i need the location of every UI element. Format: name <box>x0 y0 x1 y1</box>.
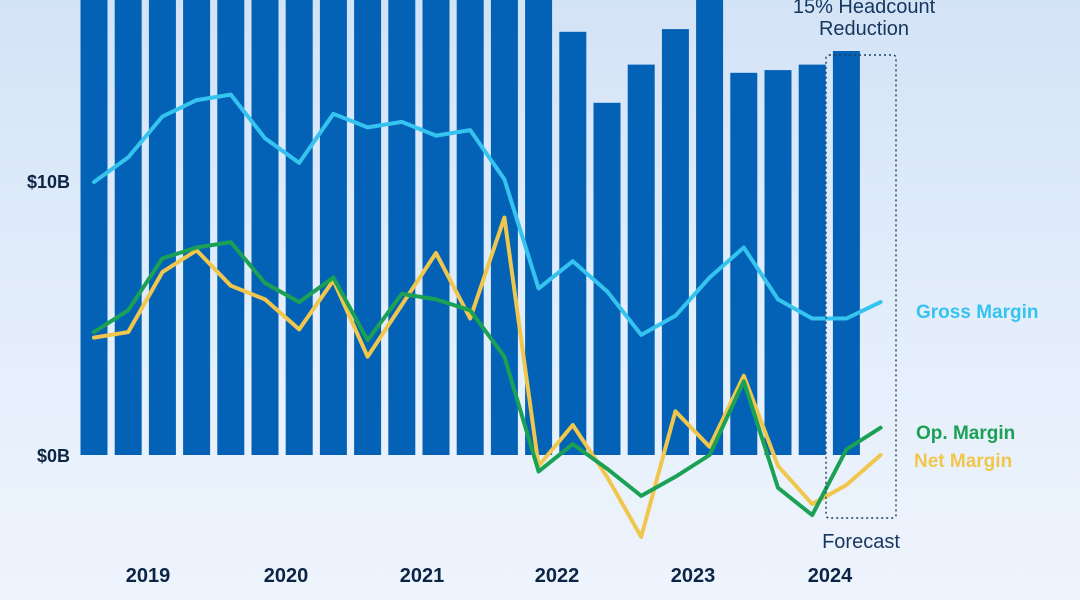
margin-lines <box>92 92 883 539</box>
bar-23 <box>832 51 860 455</box>
bar-15 <box>559 31 587 456</box>
bar-1 <box>80 0 108 455</box>
headcount-annotation-line2: Reduction <box>819 18 909 40</box>
y-tick-label-10b: $10B <box>27 172 70 192</box>
series-label-net-margin: Net Margin <box>914 451 1012 472</box>
series-labels: Gross Margin Op. Margin Net Margin <box>914 302 1038 472</box>
year-label-2022: 2022 <box>535 565 580 587</box>
op-margin-line <box>92 240 883 518</box>
bar-21 <box>764 70 792 455</box>
year-label-2023: 2023 <box>671 565 716 587</box>
bar-12 <box>456 0 484 455</box>
bar-2 <box>114 0 142 455</box>
bar-6 <box>251 0 279 455</box>
bar-8 <box>319 0 347 455</box>
net-margin-line <box>92 215 883 539</box>
bar-3 <box>148 0 176 455</box>
bar-17 <box>627 64 655 455</box>
bar-9 <box>354 0 382 455</box>
bar-5 <box>217 0 245 455</box>
forecast-annotation: 15% Headcount Reduction Forecast <box>793 0 936 553</box>
bar-19 <box>696 0 724 455</box>
y-axis: $10B $0B <box>27 172 70 466</box>
forecast-box <box>825 54 897 519</box>
bar-10 <box>388 0 416 455</box>
bar-11 <box>422 0 450 455</box>
headcount-annotation-line1: 15% Headcount <box>793 0 936 18</box>
year-label-2019: 2019 <box>126 565 171 587</box>
series-label-op-margin: Op. Margin <box>916 423 1015 444</box>
y-tick-label-0b: $0B <box>37 446 70 466</box>
year-label-2021: 2021 <box>400 565 445 587</box>
x-axis-year-labels: 2019 2020 2021 2022 2023 2024 <box>126 565 853 587</box>
bar-7 <box>285 0 313 455</box>
forecast-label: Forecast <box>822 531 900 553</box>
year-label-2020: 2020 <box>264 565 309 587</box>
revenue-bars <box>80 0 860 456</box>
series-label-gross-margin: Gross Margin <box>916 302 1038 323</box>
bar-22 <box>798 64 826 455</box>
gross-margin-line <box>92 92 883 337</box>
year-label-2024: 2024 <box>808 565 853 587</box>
bar-4 <box>183 0 211 455</box>
bar-16 <box>593 102 621 456</box>
bar-18 <box>661 29 689 455</box>
bar-14 <box>525 0 553 455</box>
